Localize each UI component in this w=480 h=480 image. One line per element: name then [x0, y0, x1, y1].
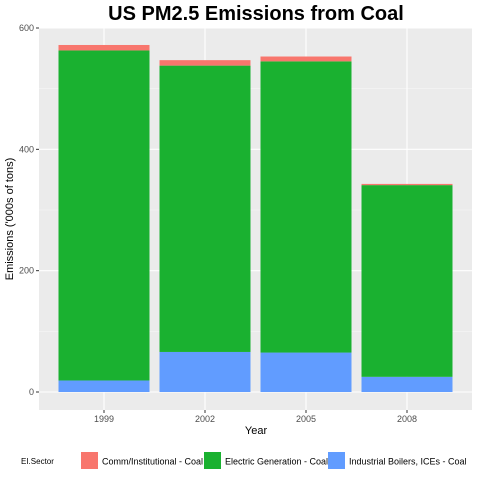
legend-label: Comm/Institutional - Coal [102, 457, 203, 467]
legend-label: Industrial Boilers, ICEs - Coal [349, 457, 467, 467]
bar-segment [159, 60, 251, 66]
bar-segment [58, 44, 150, 51]
legend: EI.Sector Comm/Institutional - Coal Elect… [21, 452, 467, 469]
x-tick-label: 1999 [94, 414, 114, 424]
bar-segment [58, 50, 150, 381]
x-tick-label: 2008 [397, 414, 417, 424]
legend-key [81, 452, 98, 469]
bar-segment [260, 352, 352, 392]
bar-segment [361, 185, 453, 377]
bar-segment [260, 61, 352, 353]
legend-key [328, 452, 345, 469]
y-axis: 0 200 400 600 [19, 23, 39, 397]
legend-label: Electric Generation - Coal [225, 457, 328, 467]
bar-segment [361, 376, 453, 392]
y-tick-label: 600 [19, 23, 34, 33]
bar-segment [58, 380, 150, 392]
y-tick-label: 0 [29, 387, 34, 397]
chart-title: US PM2.5 Emissions from Coal [108, 3, 404, 25]
y-axis-title: Emissions ('000s of tons) [4, 158, 16, 281]
x-axis-title: Year [245, 425, 268, 437]
bars [58, 44, 453, 392]
x-axis: 1999 2002 2005 2008 [94, 410, 417, 424]
x-tick-label: 2002 [195, 414, 215, 424]
legend-title: EI.Sector [21, 457, 54, 466]
x-tick-label: 2005 [296, 414, 316, 424]
bar-segment [361, 183, 453, 186]
bar-segment [159, 351, 251, 392]
y-tick-label: 400 [19, 144, 34, 154]
bar-segment [260, 56, 352, 62]
bar-segment [159, 65, 251, 352]
y-tick-label: 200 [19, 266, 34, 276]
legend-key [204, 452, 221, 469]
